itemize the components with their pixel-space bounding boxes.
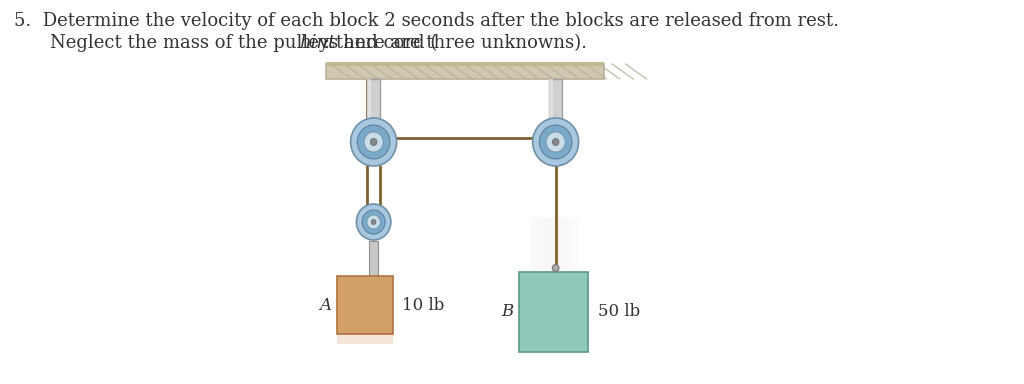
Bar: [368, 79, 371, 129]
Circle shape: [350, 118, 396, 166]
Circle shape: [552, 265, 559, 271]
Text: A: A: [319, 296, 332, 313]
Bar: [326, 62, 603, 66]
Bar: [529, 217, 578, 272]
Bar: [550, 79, 553, 129]
Circle shape: [365, 132, 383, 152]
Circle shape: [357, 125, 390, 159]
Bar: [326, 64, 603, 79]
Circle shape: [362, 210, 385, 234]
Text: Neglect the mass of the pulleys and cord (: Neglect the mass of the pulleys and cord…: [50, 34, 437, 52]
Bar: [337, 334, 393, 344]
Text: 50 lb: 50 lb: [598, 303, 640, 321]
Bar: [337, 276, 393, 334]
Bar: [369, 241, 379, 276]
Bar: [544, 217, 563, 272]
Bar: [550, 79, 562, 129]
Circle shape: [372, 220, 376, 225]
Text: 5.  Determine the velocity of each block 2 seconds after the blocks are released: 5. Determine the velocity of each block …: [14, 12, 840, 30]
Text: : there are three unknowns).: : there are three unknowns).: [325, 34, 587, 52]
Circle shape: [540, 125, 572, 159]
Circle shape: [367, 215, 380, 229]
Bar: [368, 79, 380, 129]
Circle shape: [552, 139, 559, 146]
Bar: [519, 272, 588, 352]
Circle shape: [546, 132, 565, 152]
Text: hint: hint: [299, 34, 336, 52]
Text: B: B: [501, 303, 513, 321]
Circle shape: [532, 118, 579, 166]
Circle shape: [371, 139, 377, 146]
Text: 10 lb: 10 lb: [402, 296, 444, 313]
Bar: [537, 217, 570, 272]
Circle shape: [356, 204, 391, 240]
